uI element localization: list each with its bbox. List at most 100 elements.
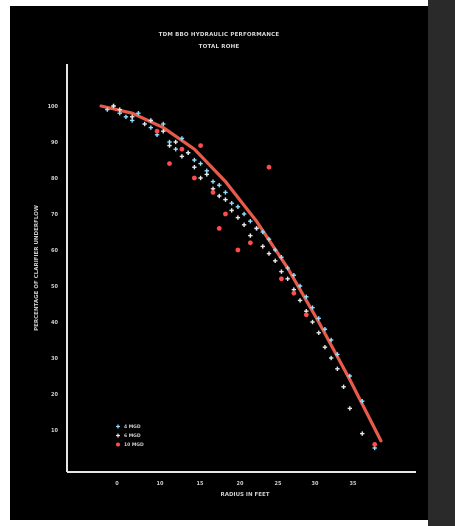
point-4-mgd bbox=[105, 107, 110, 112]
point-6-mgd bbox=[173, 139, 178, 145]
point-4-mgd bbox=[266, 237, 272, 242]
x-tick-label: 15 bbox=[197, 481, 204, 487]
point-4-mgd bbox=[223, 190, 228, 195]
point-6-mgd bbox=[142, 121, 147, 127]
point-6-mgd bbox=[198, 175, 203, 181]
point-10-mgd bbox=[179, 146, 185, 152]
dark-sidebar bbox=[428, 0, 455, 526]
point-6-mgd bbox=[310, 319, 315, 325]
y-tick-label: 20 bbox=[51, 392, 58, 398]
chart-title: TDM BBO HYDRAULIC PERFORMANCE bbox=[159, 32, 280, 38]
x-tick-label: 30 bbox=[312, 481, 319, 487]
point-4-mgd bbox=[235, 204, 241, 209]
point-4-mgd bbox=[161, 121, 166, 127]
point-4-mgd bbox=[210, 179, 216, 184]
point-4-mgd bbox=[241, 211, 247, 217]
point-4-mgd bbox=[179, 136, 185, 141]
point-6-mgd bbox=[316, 330, 321, 335]
point-4-mgd bbox=[310, 305, 315, 310]
point-10-mgd bbox=[198, 143, 203, 149]
y-tick-label: 30 bbox=[51, 356, 58, 362]
point-6-mgd bbox=[360, 431, 365, 436]
y-tick-label: 50 bbox=[51, 284, 58, 290]
point-10-mgd bbox=[216, 226, 222, 231]
point-6-mgd bbox=[241, 222, 247, 227]
point-4-mgd bbox=[297, 283, 303, 289]
point-4-mgd bbox=[347, 373, 353, 379]
point-6-mgd bbox=[335, 366, 340, 371]
scatter-chart: TDM BBO HYDRAULIC PERFORMANCE TOTAL ROHE… bbox=[34, 32, 416, 498]
point-6-mgd bbox=[129, 114, 135, 119]
legend: 4 MGD 6 MGD 10 MGD bbox=[116, 424, 144, 448]
point-10-mgd bbox=[235, 247, 241, 253]
point-10-mgd bbox=[372, 442, 378, 447]
y-tick-label: 60 bbox=[51, 248, 58, 254]
point-4-mgd bbox=[260, 229, 265, 235]
point-4-mgd bbox=[148, 125, 154, 130]
point-6-mgd bbox=[179, 154, 185, 159]
point-4-mgd bbox=[328, 337, 334, 343]
point-6-mgd bbox=[322, 345, 328, 350]
point-6-mgd bbox=[279, 269, 284, 274]
point-6-mgd bbox=[285, 276, 290, 281]
point-10-mgd bbox=[167, 161, 172, 167]
point-4-mgd bbox=[123, 114, 129, 119]
point-10-mgd bbox=[210, 190, 216, 195]
legend-label: 10 MGD bbox=[124, 442, 144, 448]
x-tick-label: 25 bbox=[275, 481, 282, 487]
point-10-mgd bbox=[154, 128, 160, 134]
x-tick-label: 20 bbox=[237, 481, 244, 487]
legend-marker bbox=[116, 424, 120, 429]
point-4-mgd bbox=[291, 273, 297, 278]
point-6-mgd bbox=[111, 103, 116, 109]
point-6-mgd bbox=[167, 143, 172, 148]
point-4-mgd bbox=[285, 265, 290, 271]
point-6-mgd bbox=[229, 208, 234, 213]
point-4-mgd bbox=[360, 399, 365, 404]
point-4-mgd bbox=[273, 247, 278, 253]
point-6-mgd bbox=[260, 244, 265, 249]
point-4-mgd bbox=[198, 161, 203, 166]
point-10-mgd bbox=[291, 290, 297, 296]
y-tick-label: 80 bbox=[51, 176, 58, 182]
legend-label: 4 MGD bbox=[124, 424, 141, 430]
point-6-mgd bbox=[273, 258, 278, 263]
legend-label: 6 MGD bbox=[124, 433, 141, 439]
point-4-mgd bbox=[316, 316, 321, 321]
point-6-mgd bbox=[161, 129, 166, 134]
point-10-mgd bbox=[223, 211, 228, 217]
point-6-mgd bbox=[235, 215, 241, 220]
point-10-mgd bbox=[191, 175, 197, 181]
legend-marker bbox=[116, 442, 120, 447]
point-4-mgd bbox=[248, 219, 253, 224]
point-6-mgd bbox=[192, 165, 197, 170]
point-4-mgd bbox=[229, 201, 234, 206]
point-10-mgd bbox=[247, 240, 253, 246]
x-tick-label: 10 bbox=[157, 481, 164, 487]
y-tick-label: 90 bbox=[51, 140, 58, 146]
point-10-mgd bbox=[303, 312, 309, 318]
y-tick-label: 70 bbox=[51, 212, 58, 218]
point-6-mgd bbox=[148, 118, 154, 123]
point-10-mgd bbox=[266, 164, 272, 170]
y-tick-labels: 100 90 80 70 60 50 40 30 20 10 bbox=[48, 104, 59, 434]
point-6-mgd bbox=[341, 384, 346, 389]
y-axis-label: PERCENTAGE OF CLARIFIER UNDERFLOW bbox=[34, 205, 40, 331]
y-tick-label: 40 bbox=[51, 320, 58, 326]
point-4-mgd bbox=[335, 352, 340, 357]
point-4-mgd bbox=[279, 255, 284, 260]
point-4-mgd bbox=[192, 157, 197, 163]
point-6-mgd bbox=[254, 226, 259, 231]
point-6-mgd bbox=[328, 355, 334, 361]
legend-marker bbox=[116, 433, 120, 438]
fit-curve bbox=[99, 104, 383, 443]
x-tick-label: 35 bbox=[350, 481, 357, 487]
point-10-mgd bbox=[279, 276, 284, 282]
x-axis-label: RADIUS IN FEET bbox=[220, 492, 269, 498]
point-6-mgd bbox=[185, 150, 191, 155]
point-6-mgd bbox=[223, 197, 228, 202]
point-6-mgd bbox=[347, 406, 353, 411]
point-6-mgd bbox=[297, 298, 303, 303]
point-6-mgd bbox=[266, 251, 272, 256]
